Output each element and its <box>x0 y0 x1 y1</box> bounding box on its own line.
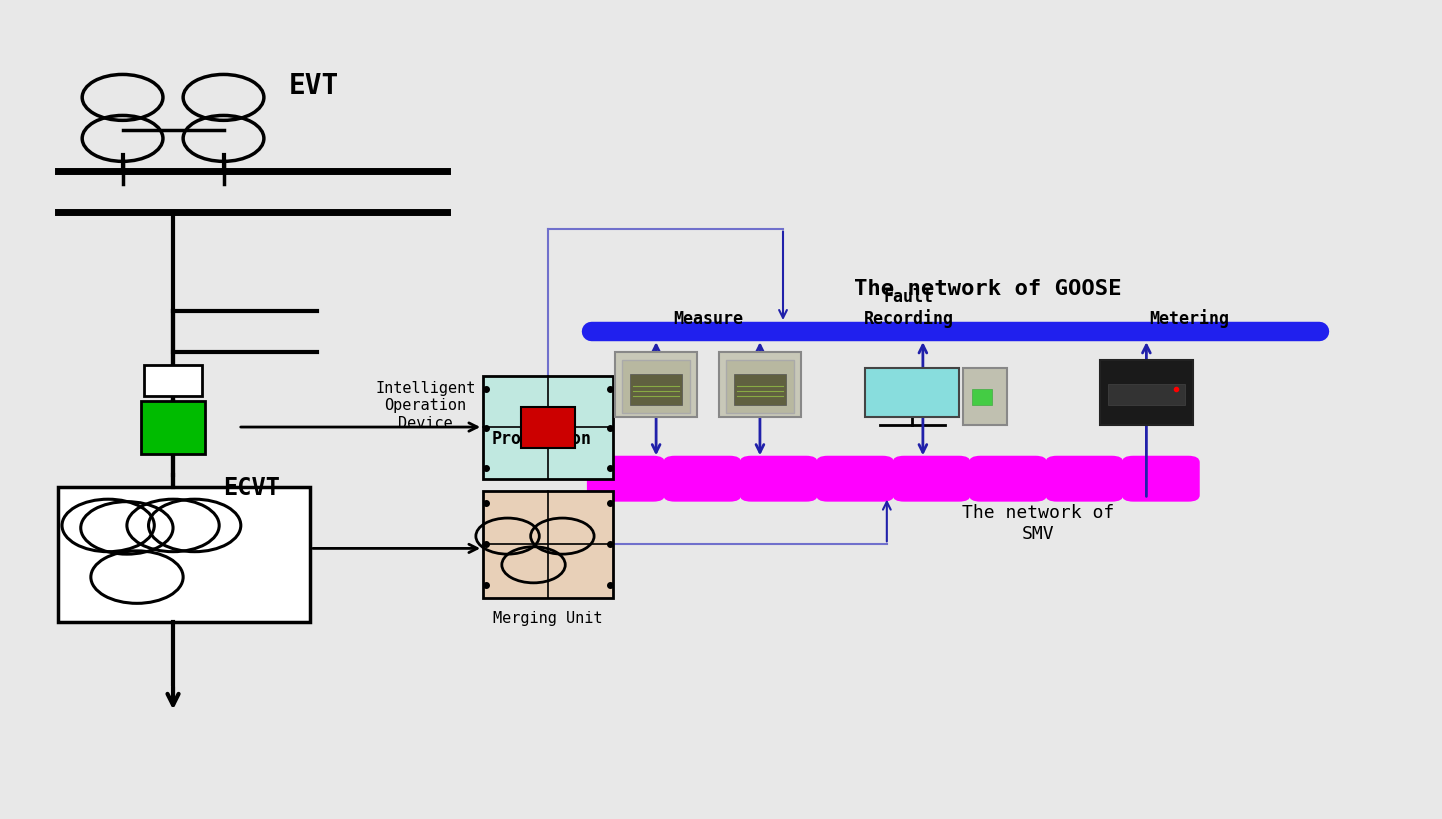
FancyBboxPatch shape <box>141 401 206 455</box>
FancyBboxPatch shape <box>521 408 575 449</box>
FancyBboxPatch shape <box>1122 456 1200 502</box>
FancyBboxPatch shape <box>893 456 970 502</box>
FancyBboxPatch shape <box>1100 360 1194 426</box>
Text: Measure: Measure <box>673 310 743 328</box>
FancyBboxPatch shape <box>144 365 202 396</box>
FancyBboxPatch shape <box>972 389 992 405</box>
Text: Metering: Metering <box>1149 309 1230 328</box>
FancyBboxPatch shape <box>483 491 613 598</box>
FancyBboxPatch shape <box>816 456 894 502</box>
FancyBboxPatch shape <box>630 374 682 405</box>
FancyBboxPatch shape <box>58 487 310 622</box>
Text: The network of GOOSE: The network of GOOSE <box>854 279 1122 299</box>
Text: Intelligent
Operation
Device: Intelligent Operation Device <box>375 381 476 430</box>
FancyBboxPatch shape <box>623 360 689 414</box>
Text: Protection: Protection <box>492 429 591 447</box>
Text: ECVT: ECVT <box>224 475 281 499</box>
Text: The network of
SMV: The network of SMV <box>962 504 1115 542</box>
FancyBboxPatch shape <box>1109 385 1185 405</box>
FancyBboxPatch shape <box>1045 456 1123 502</box>
Text: EVT: EVT <box>288 72 339 100</box>
FancyBboxPatch shape <box>483 377 613 479</box>
FancyBboxPatch shape <box>663 456 741 502</box>
FancyBboxPatch shape <box>587 456 665 502</box>
FancyBboxPatch shape <box>969 456 1047 502</box>
FancyBboxPatch shape <box>725 360 793 414</box>
Text: Merging Unit: Merging Unit <box>493 610 603 625</box>
Text: Fault
Recording: Fault Recording <box>864 287 953 328</box>
FancyBboxPatch shape <box>740 456 818 502</box>
FancyBboxPatch shape <box>963 369 1007 426</box>
FancyBboxPatch shape <box>865 369 959 418</box>
FancyBboxPatch shape <box>616 352 698 418</box>
FancyBboxPatch shape <box>718 352 802 418</box>
FancyBboxPatch shape <box>734 374 786 405</box>
